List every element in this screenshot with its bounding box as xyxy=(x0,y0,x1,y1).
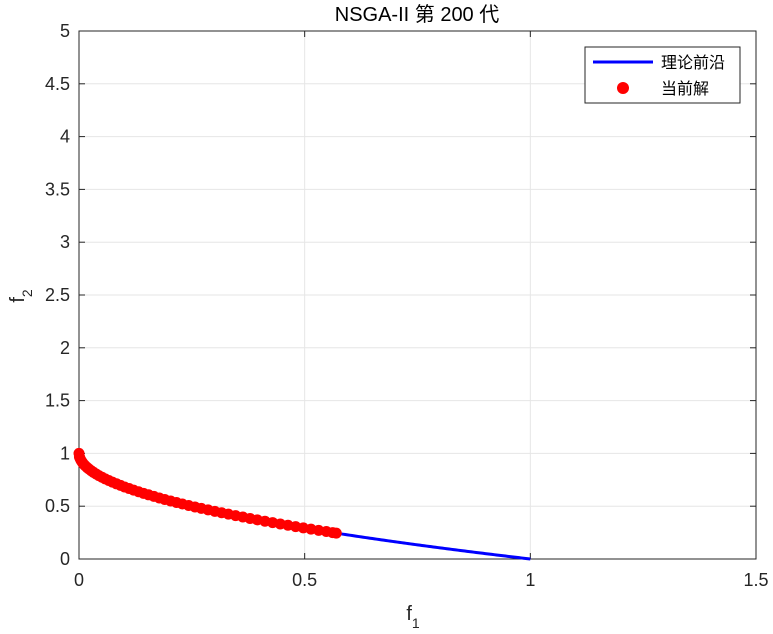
x-tick-label: 1.5 xyxy=(743,570,768,590)
y-tick-label: 3 xyxy=(60,232,70,252)
x-axis-label-sub: 1 xyxy=(412,615,420,631)
legend-label-frontier: 理论前沿 xyxy=(661,53,725,72)
y-tick-label: 0.5 xyxy=(45,496,70,516)
x-tick-label: 1 xyxy=(525,570,535,590)
legend-label-solutions: 当前解 xyxy=(661,79,709,98)
legend-box xyxy=(584,46,741,104)
y-tick-label: 4 xyxy=(60,127,70,147)
y-tick-label: 3.5 xyxy=(45,179,70,199)
x-axis-ticks: 0 0.5 1 1.5 xyxy=(74,31,769,590)
y-tick-label: 1 xyxy=(60,443,70,463)
x-axis-label: f1 xyxy=(406,603,420,631)
x-tick-label: 0 xyxy=(74,570,84,590)
y-tick-label: 5 xyxy=(60,21,70,41)
y-tick-label: 2.5 xyxy=(45,285,70,305)
y-axis-label: f2 xyxy=(7,289,35,303)
solution-point xyxy=(330,527,342,539)
x-axis-label-base: f xyxy=(406,603,412,625)
y-tick-label: 1.5 xyxy=(45,391,70,411)
y-tick-label: 0 xyxy=(60,549,70,569)
y-axis-label-sub: 2 xyxy=(19,289,35,297)
y-tick-label: 2 xyxy=(60,338,70,358)
y-tick-label: 4.5 xyxy=(45,74,70,94)
legend: 理论前沿 当前解 xyxy=(584,46,741,104)
x-tick-label: 0.5 xyxy=(292,570,317,590)
y-axis-label-base: f xyxy=(7,297,29,303)
y-axis-label-group: f2 xyxy=(7,289,35,303)
series-layer xyxy=(73,447,531,561)
y-axis-ticks: 0 0.5 1 1.5 2 2.5 3 3.5 4 4.5 5 xyxy=(45,21,756,569)
legend-marker-swatch xyxy=(617,82,629,94)
chart-title: NSGA-II 第 200 代 xyxy=(335,3,500,26)
